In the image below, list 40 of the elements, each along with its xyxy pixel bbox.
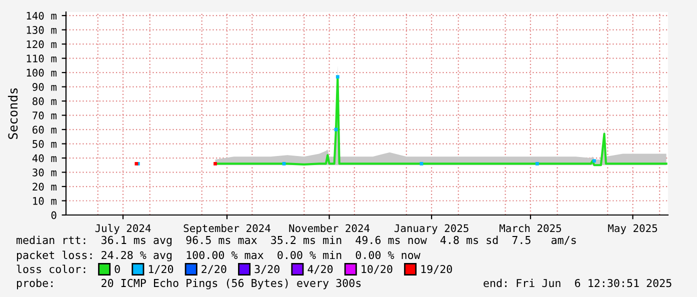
y-tick-label: 140 m bbox=[26, 12, 56, 20]
point bbox=[420, 162, 424, 166]
x-tick-label: September 2024 bbox=[184, 224, 270, 234]
point bbox=[282, 162, 286, 166]
legend-label: 10/20 bbox=[362, 264, 392, 274]
y-tick-label: 130 m bbox=[26, 26, 56, 34]
y-tick-label: 30 m bbox=[32, 168, 56, 176]
y-tick-label: 50 m bbox=[32, 140, 56, 148]
y-tick-label: 0 bbox=[51, 211, 56, 220]
point bbox=[536, 162, 539, 166]
text: probe: 20 ICMP Echo Pings (56 Bytes) every 300s bbox=[17, 278, 361, 290]
y-tick-label: 10 m bbox=[33, 197, 56, 205]
x-tick-label: March 2025 bbox=[500, 224, 562, 232]
text: packet loss: 24.28 % avg 100.00 % max 0.00 % min 0.00 % now bbox=[17, 250, 420, 262]
y-tick-label: 70 m bbox=[32, 112, 56, 120]
point bbox=[592, 159, 596, 163]
y-tick-label: 60 m bbox=[32, 126, 56, 134]
legend-label: 4/20 bbox=[308, 264, 333, 274]
legend-label: 3/20 bbox=[254, 264, 280, 274]
y-tick-label: 120 m bbox=[26, 40, 56, 48]
point bbox=[336, 75, 340, 79]
x-tick-label: July 2024 bbox=[95, 224, 151, 234]
y-tick-label: 80 m bbox=[32, 97, 56, 106]
x-tick-label: November 2024 bbox=[289, 224, 370, 232]
legend-label: 19/20 bbox=[421, 264, 452, 274]
y-tick-label: 110 m bbox=[26, 54, 56, 62]
y-axis-title: Seconds bbox=[8, 88, 18, 139]
y-tick-label: 100 m bbox=[26, 68, 56, 77]
legend-label: 0 bbox=[114, 264, 120, 274]
y-tick-label: 40 m bbox=[32, 154, 56, 162]
x-tick-label: January 2025 bbox=[394, 224, 468, 234]
legend-label: 1/20 bbox=[148, 264, 174, 274]
y-tick-label: 20 m bbox=[32, 182, 56, 191]
y-tick-label: 90 m bbox=[32, 83, 56, 91]
point bbox=[214, 162, 217, 166]
x-tick-label: May 2025 bbox=[608, 224, 658, 234]
text: median rtt: 36.1 ms avg 96.5 ms max 35.2 ms min 49.6 ms now 4.8 ms sd 7.5 am/s bbox=[16, 236, 576, 246]
legend-label: 2/20 bbox=[202, 264, 226, 274]
text: end: Fri Jun 6 12:30:51 2025 bbox=[484, 278, 672, 288]
text: loss color: bbox=[16, 264, 86, 274]
